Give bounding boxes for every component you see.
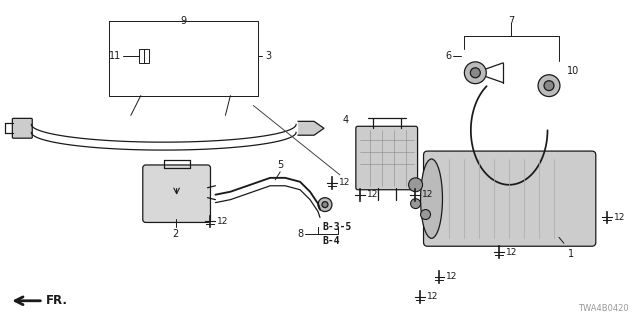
Text: TWA4B0420: TWA4B0420 — [578, 304, 628, 313]
Text: 12: 12 — [339, 178, 350, 187]
Text: 3: 3 — [265, 51, 271, 61]
Ellipse shape — [408, 178, 422, 192]
Text: 11: 11 — [109, 51, 121, 61]
Text: 12: 12 — [218, 217, 229, 226]
FancyBboxPatch shape — [143, 165, 211, 222]
Text: 12: 12 — [426, 292, 438, 301]
FancyBboxPatch shape — [12, 118, 32, 138]
FancyBboxPatch shape — [424, 151, 596, 246]
Text: FR.: FR. — [46, 294, 68, 307]
Text: 12: 12 — [614, 213, 625, 222]
Text: 12: 12 — [447, 272, 458, 282]
Text: 8: 8 — [297, 229, 303, 239]
Text: 4: 4 — [343, 115, 349, 125]
Ellipse shape — [411, 199, 420, 209]
Ellipse shape — [465, 62, 486, 84]
Text: 6: 6 — [445, 51, 451, 61]
Bar — [139, 49, 148, 63]
Text: 12: 12 — [506, 248, 518, 257]
Text: B-4: B-4 — [322, 236, 340, 246]
Text: 12: 12 — [422, 190, 433, 199]
Ellipse shape — [322, 202, 328, 208]
Ellipse shape — [420, 210, 431, 220]
Ellipse shape — [318, 198, 332, 212]
Ellipse shape — [420, 159, 442, 238]
Text: 7: 7 — [508, 16, 515, 26]
Text: 12: 12 — [367, 190, 378, 199]
Ellipse shape — [470, 68, 480, 78]
Polygon shape — [298, 121, 324, 135]
Text: B-3-5: B-3-5 — [322, 222, 351, 232]
Text: 10: 10 — [567, 66, 579, 76]
Text: 2: 2 — [173, 229, 179, 239]
Ellipse shape — [538, 75, 560, 97]
FancyBboxPatch shape — [356, 126, 417, 190]
Text: 5: 5 — [277, 160, 284, 170]
Ellipse shape — [544, 81, 554, 91]
Text: 1: 1 — [568, 249, 574, 259]
Text: 9: 9 — [180, 16, 187, 26]
